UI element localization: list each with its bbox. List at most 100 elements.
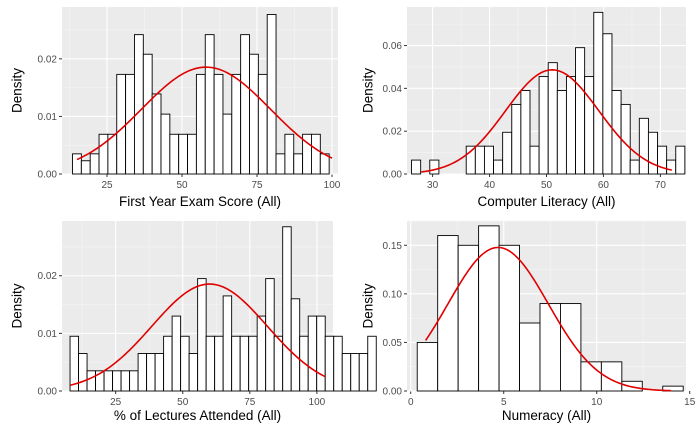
histogram-bar — [146, 353, 156, 392]
histogram-bar — [151, 93, 162, 175]
histogram-bar — [222, 113, 233, 175]
histogram-bar — [163, 335, 173, 392]
histogram-bars — [69, 226, 377, 392]
histogram-bar — [154, 353, 165, 392]
normal-density-curve — [69, 283, 326, 387]
histogram-bar — [290, 298, 301, 392]
histogram-bar — [539, 303, 561, 392]
histogram-bar — [214, 335, 224, 392]
histogram-bar — [560, 303, 582, 392]
histogram-bar — [611, 90, 622, 175]
histogram-bar — [275, 153, 286, 175]
normal-density-curve — [424, 246, 672, 392]
x-tick-label: 25 — [101, 180, 113, 191]
histogram-bar — [341, 353, 352, 392]
histogram-bar — [593, 11, 604, 175]
histogram-bar — [367, 335, 377, 392]
x-tick-label: 100 — [324, 180, 341, 191]
y-tick-label: 0.00 — [38, 170, 58, 181]
histogram-bar — [575, 47, 586, 175]
x-tick-label: 60 — [598, 180, 610, 191]
x-tick-label: 10 — [591, 397, 603, 408]
histogram-bar — [187, 133, 197, 175]
histogram-bar — [324, 335, 335, 392]
chart-panel-3: 25 50 75 100 0.00 0.01 0.02 % of Lectures Atten… — [10, 221, 377, 423]
histogram-bar — [103, 370, 114, 392]
histogram-bar — [205, 335, 216, 392]
normal-density-curve — [421, 69, 672, 173]
histogram-bar — [502, 131, 513, 175]
histogram-bar — [249, 53, 259, 175]
histogram-bar — [180, 335, 190, 392]
histogram-bar — [547, 62, 558, 175]
histogram-bar — [80, 160, 91, 175]
histogram-bar — [511, 103, 522, 175]
histogram-bar — [171, 315, 182, 392]
histogram-bar — [133, 34, 144, 175]
y-axis-title: Density — [361, 68, 376, 113]
histogram-bar — [657, 145, 668, 175]
histogram-bar — [638, 117, 649, 175]
y-tick-label: 0.04 — [383, 84, 403, 95]
x-tick-label: 75 — [244, 397, 256, 408]
histogram-bar — [222, 295, 233, 392]
histogram-bar — [231, 335, 241, 392]
histogram-bar — [520, 90, 531, 175]
histogram-bar — [675, 145, 686, 175]
x-tick-label: 40 — [484, 180, 496, 191]
x-tick-label: 100 — [309, 397, 326, 408]
x-axis-title: First Year Exam Score (All) — [119, 194, 281, 209]
histogram-bar — [429, 159, 440, 175]
histogram-bars — [411, 11, 686, 175]
chart-panel-4: 0 5 10 15 0.00 0.05 0.10 0.15 Numeracy (All) Dens… — [361, 220, 696, 423]
histogram-bar — [600, 361, 623, 392]
y-tick-label: 0.00 — [383, 170, 403, 181]
y-tick-label: 0.02 — [38, 54, 58, 65]
histogram-bar — [256, 315, 267, 392]
histogram-bar — [239, 335, 250, 392]
histogram-bar — [204, 34, 215, 175]
histogram-bar — [529, 145, 540, 175]
histogram-bar — [333, 335, 343, 392]
histogram-bar — [116, 73, 127, 175]
histogram-bar — [416, 341, 439, 392]
x-tick-label: 25 — [110, 397, 122, 408]
chart-panel-2: 30 40 50 60 70 0.00 0.02 0.04 0.06 Computer Liter… — [361, 7, 686, 209]
histogram-bar — [137, 353, 148, 392]
histogram-bar — [602, 33, 613, 175]
y-tick-label: 0.05 — [383, 338, 403, 349]
histogram-bar — [160, 113, 171, 175]
histogram-bar — [662, 385, 684, 392]
histogram-bar — [266, 14, 277, 175]
x-axis-title: % of Lectures Attended (All) — [114, 408, 281, 423]
x-tick-label: 15 — [684, 397, 696, 408]
histogram-bars — [72, 14, 330, 175]
y-tick-label: 0.10 — [383, 289, 403, 300]
histogram-bar — [178, 133, 188, 175]
y-tick-label: 0.00 — [38, 387, 58, 398]
histogram-bar — [519, 322, 541, 392]
histogram-bar — [666, 159, 677, 175]
histogram-bar — [188, 353, 199, 392]
y-tick-label: 0.01 — [38, 112, 58, 123]
histogram-bar — [78, 353, 88, 392]
normal-density-curve — [76, 66, 333, 161]
histogram-bar — [129, 370, 139, 392]
histogram-bar — [195, 73, 206, 175]
histogram-bar — [483, 145, 494, 175]
histogram-bar — [350, 353, 360, 392]
histogram-bar — [213, 73, 224, 175]
histogram-bar — [98, 133, 109, 175]
histogram-bar — [240, 34, 250, 175]
histogram-bar — [72, 153, 82, 175]
histogram-bar — [647, 131, 658, 175]
x-tick-label: 50 — [541, 180, 553, 191]
histogram-bar — [498, 244, 520, 392]
histogram-bar — [437, 235, 459, 392]
histogram-bar — [231, 73, 242, 175]
y-tick-label: 0.01 — [38, 329, 58, 340]
x-axis-title: Numeracy (All) — [502, 408, 591, 423]
y-tick-label: 0.02 — [38, 271, 58, 282]
histogram-bar — [169, 133, 180, 175]
histogram-bar — [142, 53, 153, 175]
